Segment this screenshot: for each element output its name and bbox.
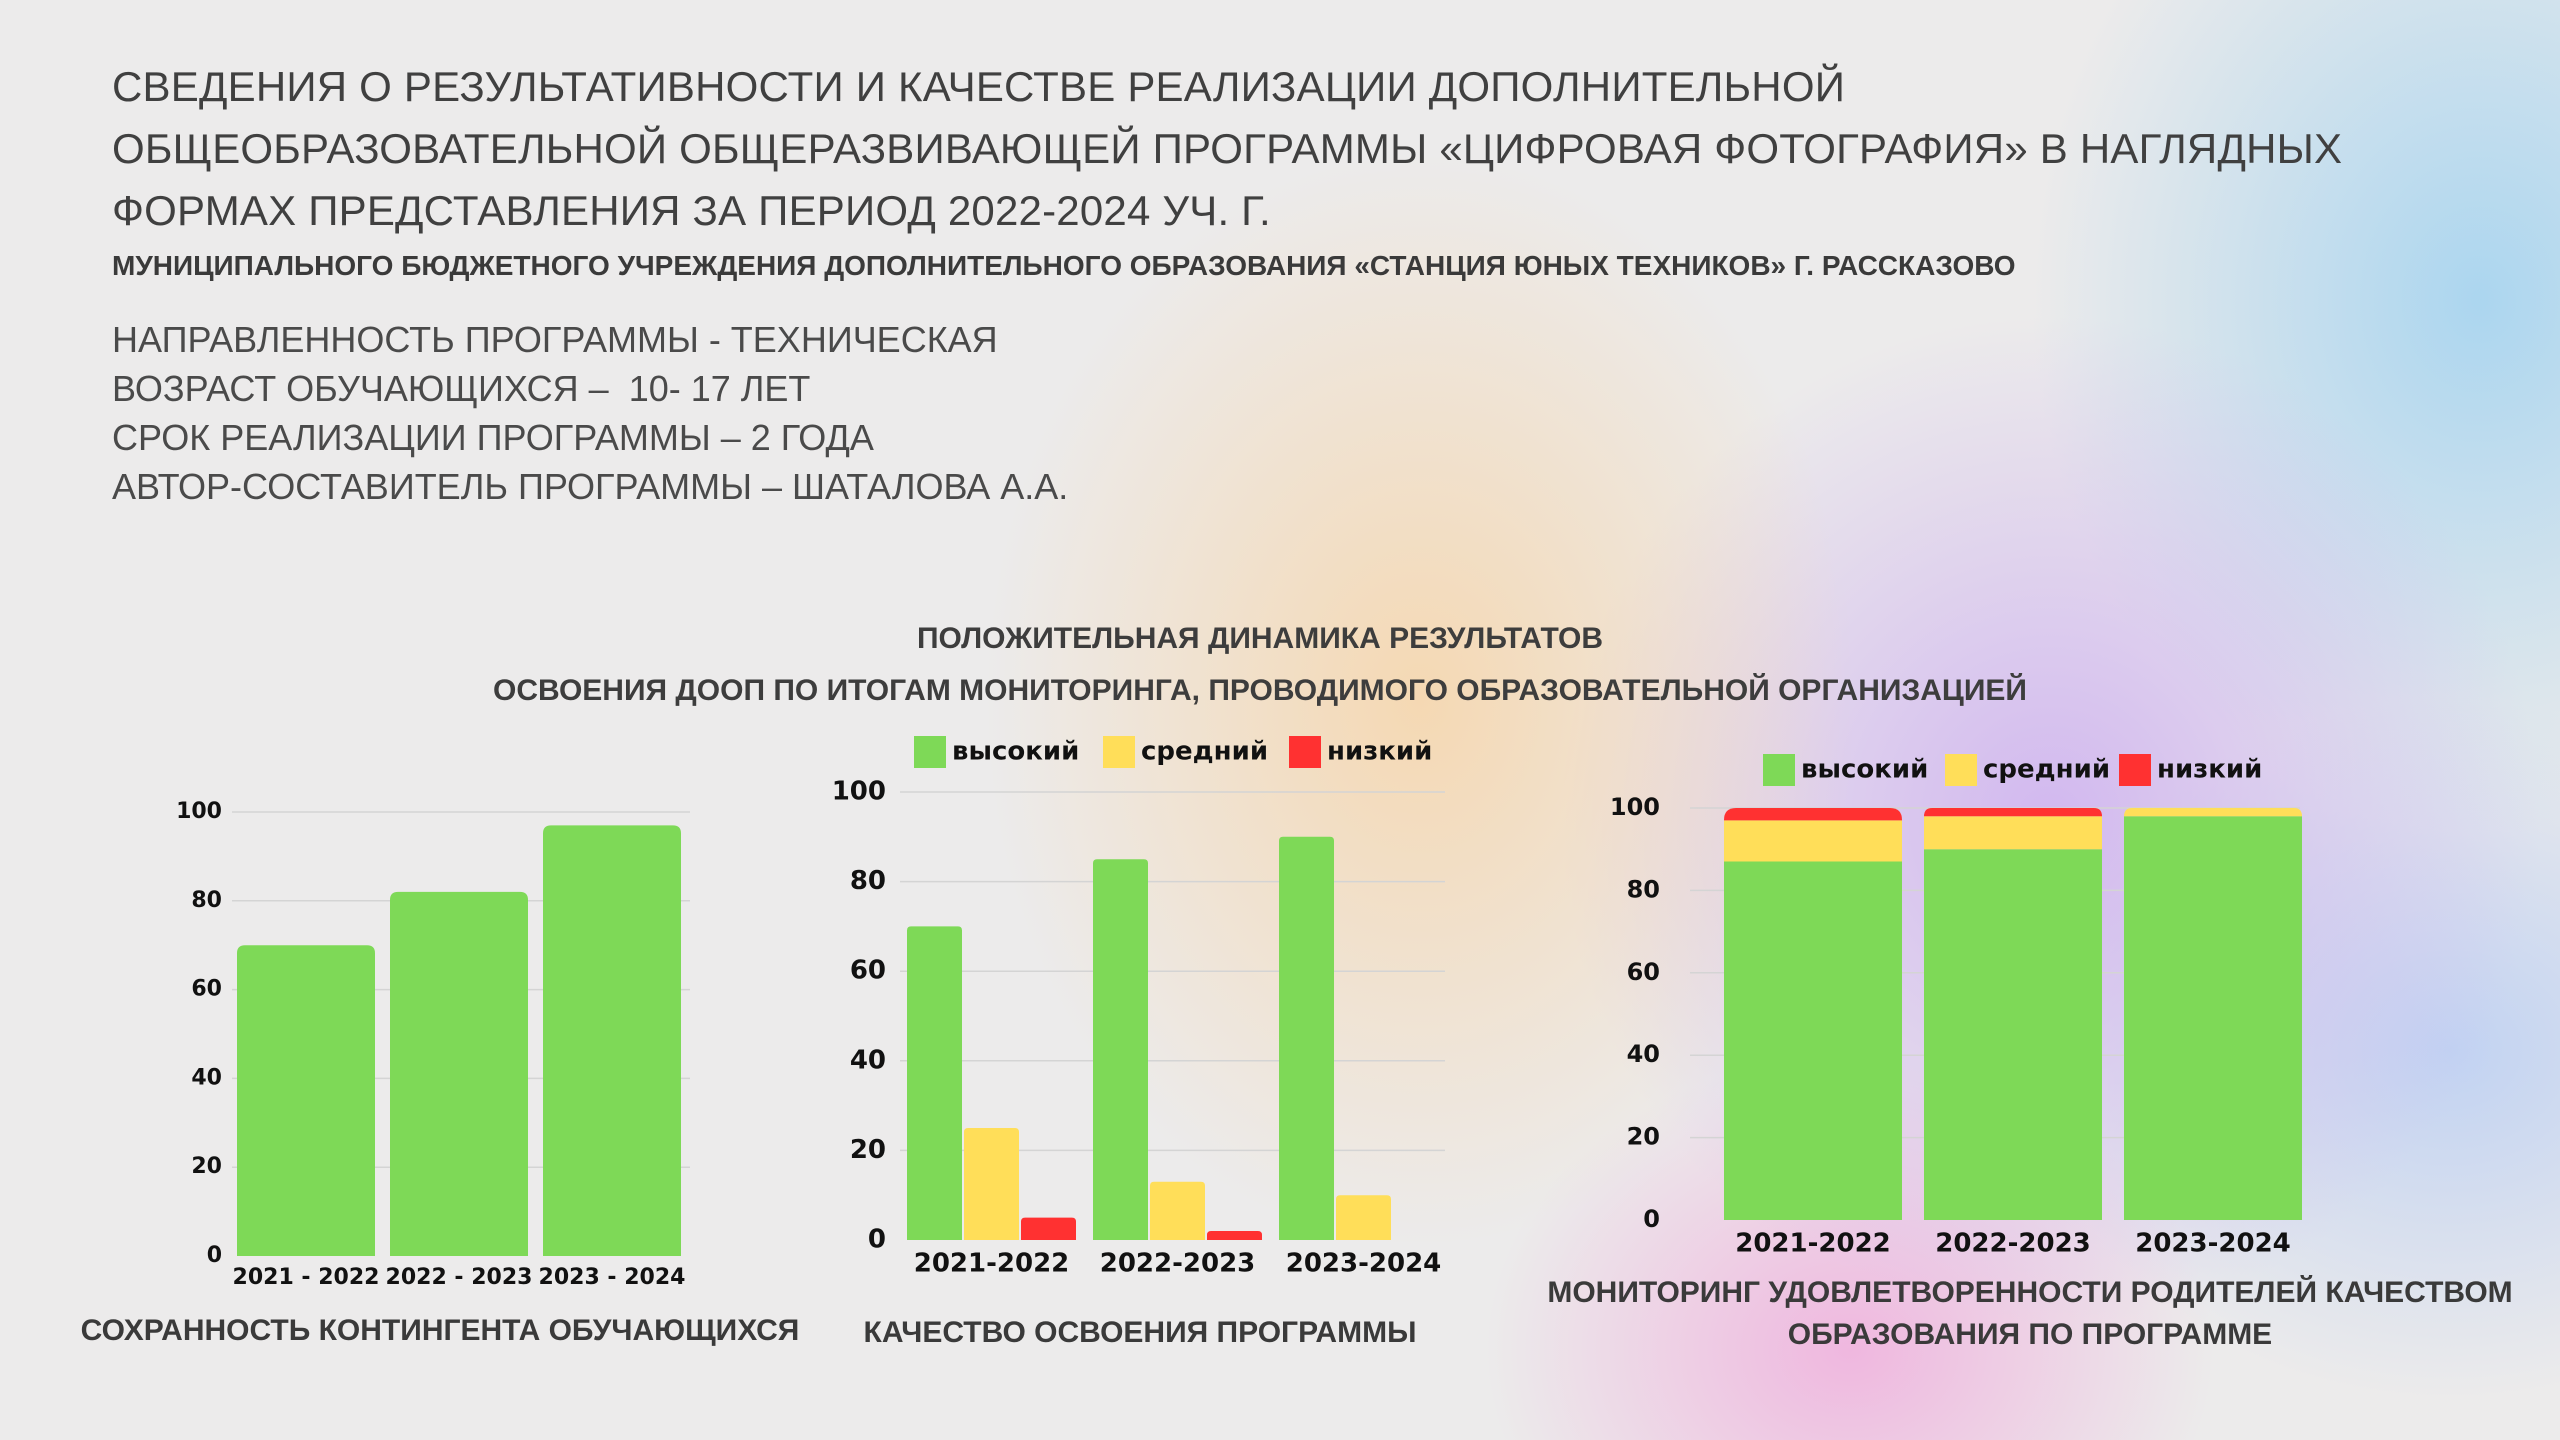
y-tick-label: 20	[191, 1154, 222, 1179]
page-subtitle: МУНИЦИПАЛЬНОГО БЮДЖЕТНОГО УЧРЕЖДЕНИЯ ДОП…	[112, 250, 2016, 281]
bar-высокий	[1279, 836, 1334, 1240]
legend-label: высокий	[1801, 755, 1928, 785]
bar-segment-низкий	[1924, 808, 2102, 817]
legend-label: средний	[1983, 755, 2110, 785]
charts-heading: ПОЛОЖИТЕЛЬНАЯ ДИНАМИКА РЕЗУЛЬТАТОВ ОСВОЕ…	[320, 613, 2200, 717]
y-tick-label: 60	[850, 956, 886, 986]
bar-segment-средний	[1724, 820, 1902, 862]
bar-средний	[1150, 1181, 1205, 1240]
legend-label: низкий	[1327, 737, 1432, 767]
x-tick-label: 2021-2022	[1735, 1229, 1891, 1259]
y-tick-label: 0	[868, 1225, 886, 1255]
bar-низкий	[1021, 1217, 1076, 1240]
legend-swatch-низкий	[1289, 736, 1321, 768]
y-tick-label: 40	[191, 1065, 222, 1090]
charts-heading-line1: ПОЛОЖИТЕЛЬНАЯ ДИНАМИКА РЕЗУЛЬТАТОВ	[916, 622, 1604, 655]
x-tick-label: 2022 - 2023	[386, 1265, 533, 1290]
bar-высокий	[907, 926, 962, 1240]
y-tick-label: 100	[832, 777, 886, 807]
page-title: СВЕДЕНИЯ О РЕЗУЛЬТАТИВНОСТИ И КАЧЕСТВЕ Р…	[112, 56, 2512, 242]
bar-segment-низкий	[1724, 808, 1902, 821]
legend-swatch-высокий	[914, 736, 946, 768]
legend-label: низкий	[2157, 755, 2262, 785]
y-tick-label: 0	[207, 1243, 222, 1268]
info-orientation: НАПРАВЛЕННОСТЬ ПРОГРАММЫ - ТЕХНИЧЕСКАЯ	[112, 319, 998, 360]
program-info: НАПРАВЛЕННОСТЬ ПРОГРАММЫ - ТЕХНИЧЕСКАЯ В…	[112, 315, 1068, 511]
x-tick-label: 2022-2023	[1100, 1249, 1256, 1279]
legend-label: средний	[1141, 737, 1268, 767]
bar	[543, 825, 681, 1256]
y-tick-label: 60	[1627, 958, 1660, 986]
legend-swatch-средний	[1945, 754, 1977, 786]
legend-swatch-высокий	[1763, 754, 1795, 786]
caption-parents: МОНИТОРИНГ УДОВЛЕТВОРЕННОСТИ РОДИТЕЛЕЙ К…	[1547, 1276, 2513, 1351]
bar-segment-высокий	[1724, 861, 1902, 1220]
y-tick-label: 20	[850, 1135, 886, 1165]
bar-segment-средний	[2124, 808, 2302, 817]
legend-swatch-средний	[1103, 736, 1135, 768]
y-tick-label: 80	[850, 866, 886, 896]
legend-label: высокий	[952, 737, 1079, 767]
x-tick-label: 2022-2023	[1935, 1229, 2091, 1259]
bar-высокий	[1093, 859, 1148, 1240]
x-tick-label: 2023-2024	[1286, 1249, 1442, 1279]
bar-segment-высокий	[2124, 816, 2302, 1220]
bar	[390, 891, 528, 1256]
title-line: ФОРМАХ ПРЕДСТАВЛЕНИЯ ЗА ПЕРИОД 2022-2024…	[112, 187, 1271, 234]
y-tick-label: 60	[191, 977, 222, 1002]
info-author: АВТОР-СОСТАВИТЕЛЬ ПРОГРАММЫ – ШАТАЛОВА А…	[112, 466, 1069, 507]
title-line: СВЕДЕНИЯ О РЕЗУЛЬТАТИВНОСТИ И КАЧЕСТВЕ Р…	[112, 63, 1846, 110]
info-duration: СРОК РЕАЛИЗАЦИИ ПРОГРАММЫ – 2 ГОДА	[112, 417, 874, 458]
y-tick-label: 40	[850, 1045, 886, 1075]
charts-heading-line2: ОСВОЕНИЯ ДООП ПО ИТОГАМ МОНИТОРИНГА, ПРО…	[493, 674, 2027, 707]
caption-contingent: СОХРАННОСТЬ КОНТИНГЕНТА ОБУЧАЮЩИХСЯ	[80, 1314, 800, 1347]
x-tick-label: 2021-2022	[914, 1249, 1070, 1279]
bar-segment-средний	[1924, 816, 2102, 850]
legend-swatch-низкий	[2119, 754, 2151, 786]
bar-средний	[964, 1128, 1019, 1240]
x-tick-label: 2021 - 2022	[233, 1265, 380, 1290]
y-tick-label: 80	[191, 888, 222, 913]
y-tick-label: 100	[176, 799, 222, 824]
bar-segment-высокий	[1924, 849, 2102, 1220]
title-line: ОБЩЕОБРАЗОВАТЕЛЬНОЙ ОБЩЕРАЗВИВАЮЩЕЙ ПРОГ…	[112, 125, 2343, 172]
info-age: ВОЗРАСТ ОБУЧАЮЩИХСЯ – 10- 17 ЛЕТ	[112, 368, 811, 409]
bar	[237, 945, 375, 1256]
x-tick-label: 2023 - 2024	[539, 1265, 686, 1290]
y-tick-label: 0	[1643, 1205, 1660, 1233]
bar-средний	[1336, 1195, 1391, 1240]
y-tick-label: 20	[1627, 1123, 1660, 1151]
caption-quality: КАЧЕСТВО ОСВОЕНИЯ ПРОГРАММЫ	[863, 1316, 1417, 1349]
x-tick-label: 2023-2024	[2135, 1229, 2291, 1259]
y-tick-label: 80	[1627, 875, 1660, 903]
y-tick-label: 100	[1610, 793, 1660, 821]
bar-низкий	[1207, 1231, 1262, 1240]
y-tick-label: 40	[1627, 1040, 1660, 1068]
